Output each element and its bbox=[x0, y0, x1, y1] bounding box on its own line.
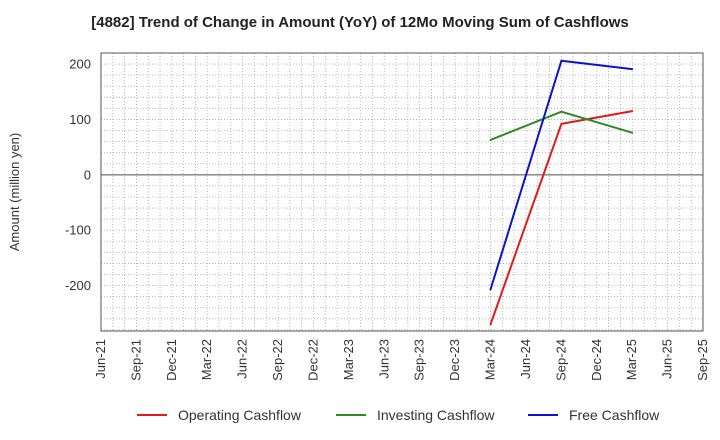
plot-frame bbox=[100, 52, 704, 332]
x-tick-label: Jun-21 bbox=[93, 339, 108, 379]
series-line-operating-cashflow bbox=[489, 110, 634, 326]
y-tick-label: 0 bbox=[84, 167, 91, 182]
x-tick-label: Jun-22 bbox=[235, 339, 250, 379]
legend-label: Free Cashflow bbox=[569, 407, 660, 423]
x-tick-labels: Jun-21 Sep-21 Dec-21 Mar-22 Jun-22 Sep-22 Dec-… bbox=[93, 339, 710, 381]
x-tick-label: Mar-24 bbox=[483, 339, 498, 380]
series-line-investing-cashflow bbox=[489, 110, 634, 141]
x-tick-label: Sep-21 bbox=[128, 339, 143, 381]
x-tick-label: Dec-22 bbox=[305, 339, 320, 381]
x-tick-label: Jun-24 bbox=[518, 339, 533, 379]
x-tick-label: Dec-23 bbox=[447, 339, 462, 381]
y-tick-label: -100 bbox=[65, 223, 91, 238]
x-tick-label: Jun-23 bbox=[376, 339, 391, 379]
x-tick-label: Sep-23 bbox=[412, 339, 427, 381]
x-tick-label: Dec-21 bbox=[164, 339, 179, 381]
x-tick-label: Dec-24 bbox=[589, 339, 604, 381]
grid-lines bbox=[100, 52, 704, 331]
legend-label: Operating Cashflow bbox=[178, 407, 302, 423]
x-tick-label: Sep-22 bbox=[270, 339, 285, 381]
y-tick-labels: 200 100 0 -100 -200 bbox=[65, 57, 91, 294]
y-tick-label: -200 bbox=[65, 278, 91, 293]
x-tick-label: Mar-22 bbox=[199, 339, 214, 380]
x-tick-label: Sep-25 bbox=[695, 339, 710, 381]
series-line-free-cashflow bbox=[489, 59, 634, 291]
legend-label: Investing Cashflow bbox=[377, 407, 495, 423]
chart-title: [4882] Trend of Change in Amount (YoY) o… bbox=[91, 14, 629, 31]
series-lines bbox=[489, 59, 634, 326]
x-tick-label: Sep-24 bbox=[553, 339, 568, 381]
y-tick-label: 100 bbox=[69, 112, 91, 127]
y-axis-label: Amount (million yen) bbox=[7, 133, 22, 252]
x-tick-label: Jun-25 bbox=[660, 339, 675, 379]
x-tick-label: Mar-25 bbox=[624, 339, 639, 380]
legend: Operating Cashflow Investing Cashflow Free… bbox=[137, 407, 660, 423]
x-tick-label: Mar-23 bbox=[341, 339, 356, 380]
y-tick-label: 200 bbox=[69, 57, 91, 72]
